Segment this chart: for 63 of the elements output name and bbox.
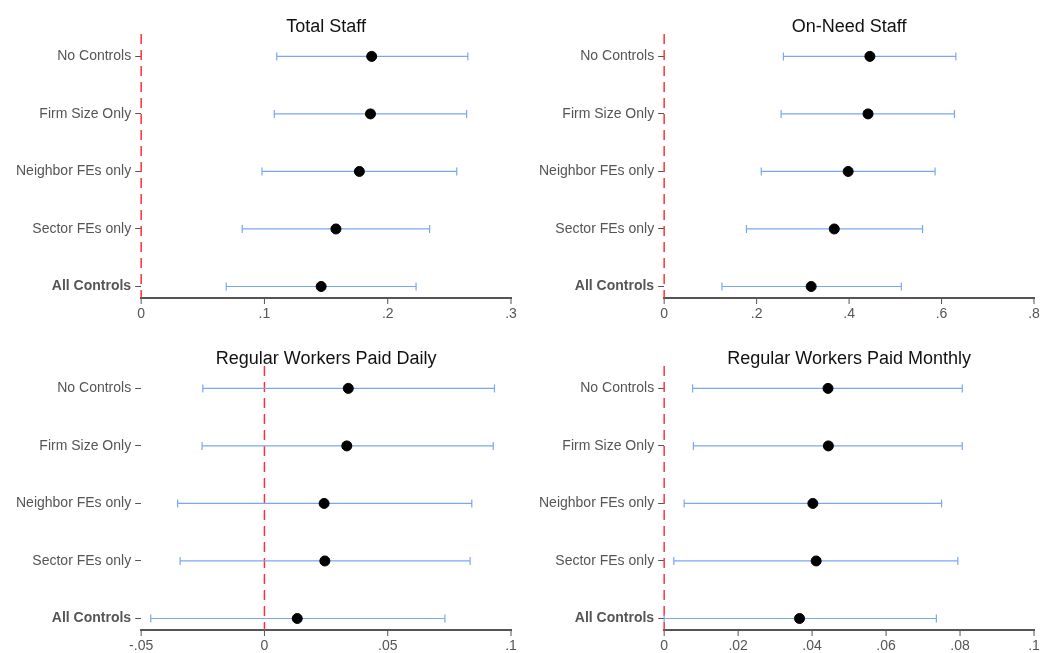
x-tick-label: .06 bbox=[876, 636, 897, 653]
y-tick-label: Firm Size Only bbox=[562, 104, 655, 121]
point bbox=[319, 555, 331, 567]
y-tick-label: Neighbor FEs only bbox=[538, 162, 655, 179]
y-tick-label: Firm Size Only bbox=[562, 436, 655, 453]
x-tick-label: -.05 bbox=[129, 636, 154, 653]
point bbox=[291, 612, 303, 624]
y-tick-label: No Controls bbox=[580, 379, 655, 396]
x-tick-label: .2 bbox=[381, 304, 394, 321]
x-tick-label: .2 bbox=[750, 304, 763, 321]
y-tick-label: All Controls bbox=[51, 609, 132, 626]
x-tick-label: .04 bbox=[802, 636, 823, 653]
y-tick-label: Sector FEs only bbox=[555, 219, 655, 236]
y-tick-label: Sector FEs only bbox=[32, 219, 132, 236]
point bbox=[342, 382, 354, 394]
chart-title: Regular Workers Paid Monthly bbox=[727, 347, 971, 368]
y-tick-label: No Controls bbox=[580, 47, 655, 64]
y-tick-label: No Controls bbox=[57, 379, 132, 396]
point bbox=[828, 223, 840, 235]
y-tick-label: All Controls bbox=[51, 277, 132, 294]
y-tick-label: Firm Size Only bbox=[39, 436, 132, 453]
point bbox=[341, 440, 353, 452]
y-tick-label: Neighbor FEs only bbox=[538, 494, 655, 511]
point bbox=[842, 165, 854, 177]
x-tick-label: 0 bbox=[660, 304, 669, 321]
x-tick-label: .02 bbox=[728, 636, 749, 653]
point bbox=[810, 555, 822, 567]
y-tick-label: Neighbor FEs only bbox=[15, 494, 132, 511]
y-tick-label: All Controls bbox=[574, 609, 655, 626]
x-tick-label: .1 bbox=[258, 304, 271, 321]
point bbox=[330, 223, 342, 235]
point bbox=[364, 108, 376, 120]
y-tick-label: No Controls bbox=[57, 47, 132, 64]
point bbox=[353, 165, 365, 177]
x-tick-label: .1 bbox=[1028, 636, 1041, 653]
point bbox=[318, 497, 330, 509]
chart-title: Total Staff bbox=[286, 15, 367, 36]
point bbox=[794, 612, 806, 624]
x-tick-label: .8 bbox=[1028, 304, 1041, 321]
point bbox=[807, 497, 819, 509]
x-tick-label: .1 bbox=[505, 636, 518, 653]
x-tick-label: 0 bbox=[660, 636, 669, 653]
x-tick-label: .4 bbox=[843, 304, 856, 321]
y-tick-label: Firm Size Only bbox=[39, 104, 132, 121]
x-tick-label: .6 bbox=[935, 304, 948, 321]
point bbox=[862, 108, 874, 120]
chart-title: Regular Workers Paid Daily bbox=[215, 347, 437, 368]
point bbox=[822, 440, 834, 452]
point bbox=[805, 280, 817, 292]
point bbox=[822, 382, 834, 394]
x-tick-label: .05 bbox=[377, 636, 398, 653]
y-tick-label: All Controls bbox=[574, 277, 655, 294]
y-tick-label: Neighbor FEs only bbox=[15, 162, 132, 179]
x-tick-label: .3 bbox=[505, 304, 518, 321]
x-tick-label: 0 bbox=[137, 304, 146, 321]
y-tick-label: Sector FEs only bbox=[32, 551, 132, 568]
chart-title: On-Need Staff bbox=[791, 15, 908, 36]
point bbox=[366, 50, 378, 62]
point bbox=[864, 50, 876, 62]
point bbox=[315, 280, 327, 292]
x-tick-label: 0 bbox=[260, 636, 269, 653]
y-tick-label: Sector FEs only bbox=[555, 551, 655, 568]
x-tick-label: .08 bbox=[950, 636, 970, 653]
